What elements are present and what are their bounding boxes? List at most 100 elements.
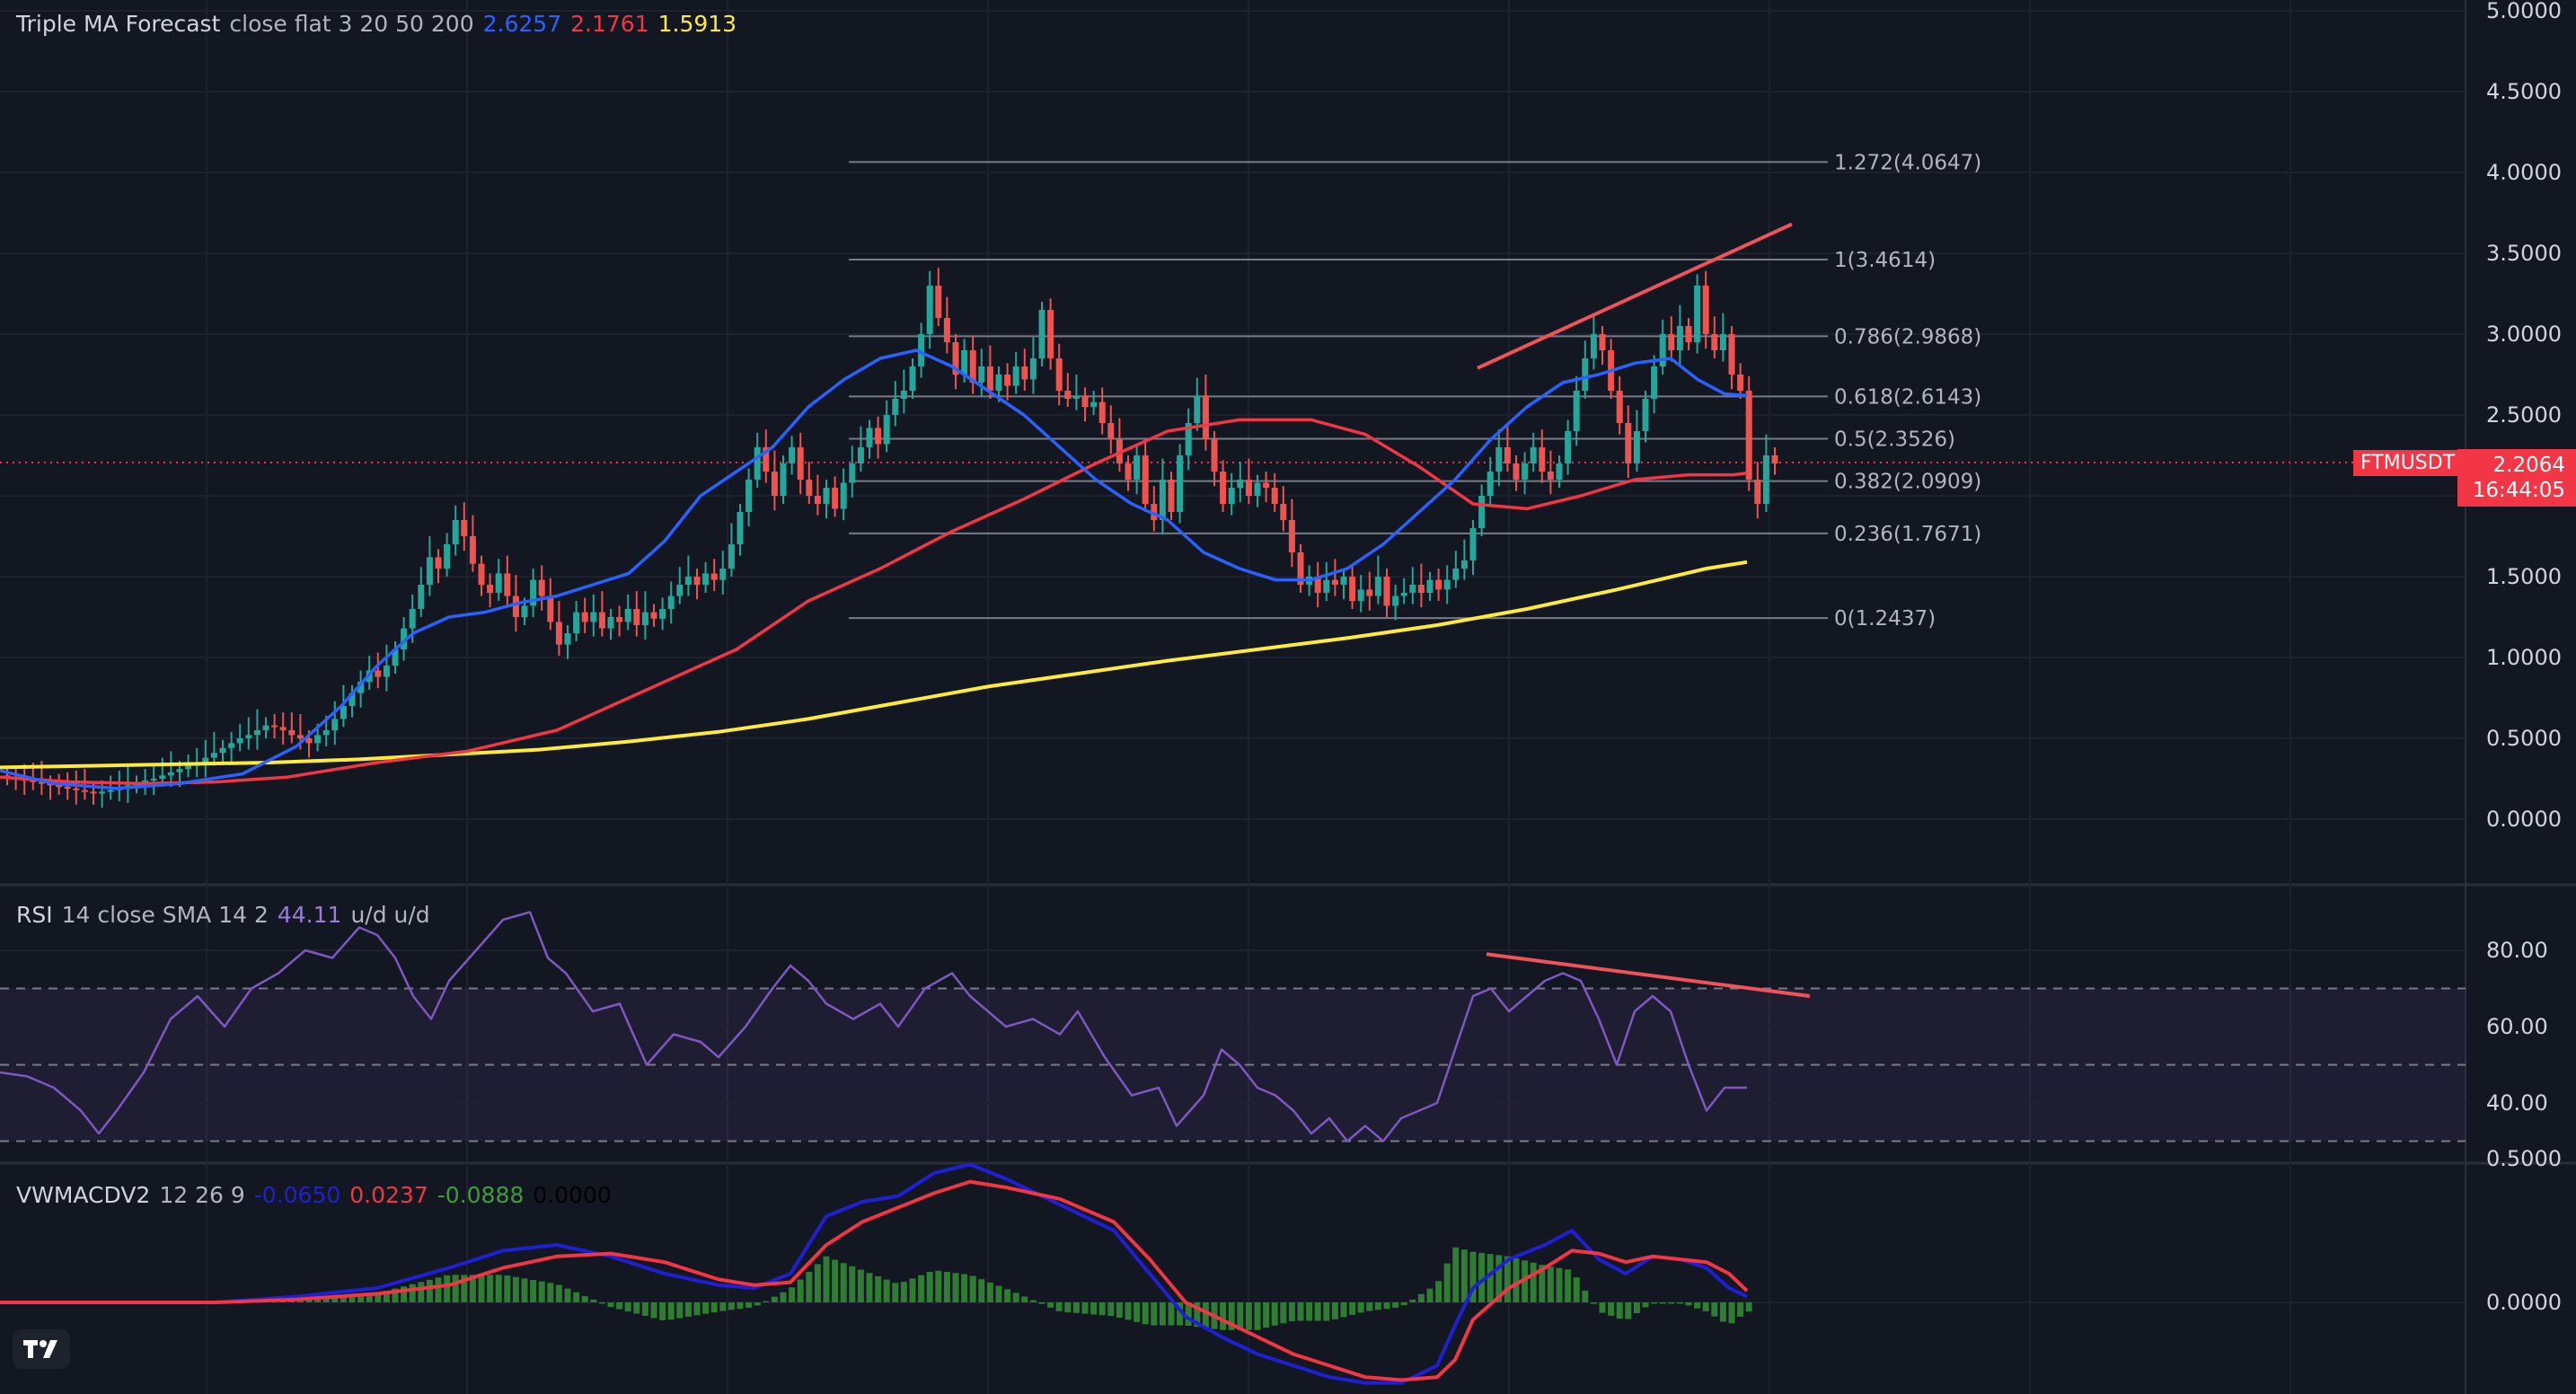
histogram-bar [495,1275,502,1302]
histogram-bar [1237,1302,1244,1330]
histogram-bar [1642,1302,1649,1308]
macd-legend[interactable]: VWMACDV2 12 26 9 -0.0650 0.0237 -0.0888 0.000… [16,1182,621,1208]
histogram-bar [1263,1302,1270,1328]
price-tick-label: 2.5000 [2486,402,2562,428]
candle-body [1504,447,1511,463]
histogram-bar [512,1276,519,1302]
candles [4,268,1778,808]
histogram-bar [892,1283,899,1302]
histogram-bar [943,1272,950,1302]
histogram-bar [1125,1302,1132,1320]
candle-body [47,783,54,786]
histogram-bar [1055,1302,1063,1311]
candle-body [322,730,330,736]
histogram-bar [1134,1302,1141,1322]
candle-body [995,375,1002,391]
histogram-bar [883,1279,890,1302]
candle-body [771,472,778,496]
histogram-bar [935,1270,942,1302]
rsi-params: 14 close SMA 14 2 [61,902,269,928]
candle-body [1565,431,1572,463]
histogram-bar [676,1302,684,1319]
candle-body [314,735,322,744]
candle-body [73,788,80,790]
fib-level-label: 0.382(2.0909) [1834,471,1981,494]
candle-body [918,334,925,366]
rsi-tick-label: 80.00 [2486,938,2548,963]
candle-body [357,682,365,693]
candle-body [1668,334,1675,350]
histogram-bar [426,1279,433,1302]
candle-body [521,605,528,617]
histogram-bar [435,1277,442,1302]
signal-line [0,1179,1749,1382]
ma-slow-value: 1.5913 [657,11,737,37]
candle-body [340,706,347,719]
histogram-bar [538,1281,545,1302]
candle-body [1280,504,1287,520]
candle-body [444,544,451,569]
histogram-value: -0.0888 [437,1182,525,1208]
candle-body [1254,482,1261,496]
candle-body [159,775,166,779]
candle-body [1711,334,1718,350]
candle-body [607,617,614,629]
candle-body [676,585,684,596]
candle-body [1539,447,1546,472]
histogram-bar [1271,1302,1278,1326]
histogram-bar [693,1302,701,1316]
candle-body [348,693,356,706]
histogram-bar [1616,1302,1623,1319]
candle-body [392,649,399,666]
histogram-bar [710,1302,718,1313]
fib-retracement[interactable]: 1.272(4.0647) 1(3.4614) 0.786(2.9868) 0.618… [849,151,1981,631]
rsi-legend[interactable]: RSI 14 close SMA 14 2 44.11 u/d u/d [16,902,439,928]
candle-body [1409,585,1416,593]
histogram-bar [1383,1302,1390,1310]
histogram-bar [1539,1265,1546,1302]
candle-body [90,791,97,794]
histogram-bar [1374,1302,1381,1310]
candle-body [806,480,813,496]
price-tick-label: 4.0000 [2486,160,2562,185]
candle-body [564,633,571,645]
main-legend[interactable]: Triple MA Forecast close flat 3 20 50 200… [16,11,745,37]
candle-body [754,447,761,480]
candle-body [1220,472,1227,504]
candle-body [1495,447,1503,472]
histogram-bar [1651,1302,1658,1304]
candle-body [1400,593,1407,596]
ma-mid-line [0,418,1748,786]
candle-body [1168,480,1175,512]
macd-line [0,1162,1748,1385]
candle-body [409,609,416,629]
tradingview-logo-icon[interactable] [13,1329,70,1369]
histogram-bar [1469,1251,1477,1302]
macd-name: VWMACDV2 [16,1182,151,1208]
candle-body [1582,358,1589,391]
histogram-bar [900,1282,907,1302]
candle-body [1392,596,1399,606]
candle-body [1090,401,1098,407]
candle-body [866,428,873,447]
histogram-bar [1728,1302,1735,1324]
candle-body [1159,480,1166,520]
histogram-bar [780,1292,787,1302]
histogram-bar [1486,1254,1494,1302]
candle-body [598,612,605,629]
histogram-bar [1151,1302,1158,1326]
candle-body [435,557,442,569]
candle-body [150,779,157,781]
moving-averages [0,222,1793,790]
candle-body [797,447,804,480]
histogram-bar [1228,1302,1235,1330]
candle-body [418,585,425,609]
price-axis[interactable]: 5.00004.50004.00003.50003.00002.50002.00… [2486,0,2562,1315]
macd-value: -0.0650 [253,1182,341,1208]
candle-body [1055,358,1063,391]
candle-body [1098,401,1106,423]
candle-body [236,738,243,744]
candle-body [1177,455,1184,512]
histogram-bar [1608,1302,1615,1316]
